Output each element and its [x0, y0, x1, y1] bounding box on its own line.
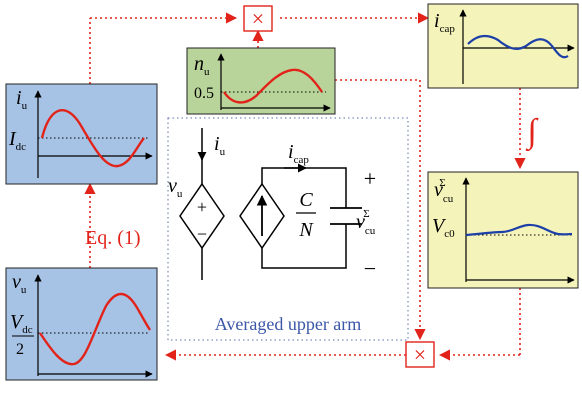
panel-vu-curve: [39, 292, 151, 366]
multiplier-top: ×: [243, 5, 273, 32]
circuit: + − iu vu icap C N vcuΣ + − Averaged upp…: [167, 117, 409, 341]
panel-vcu: vcuΣ Vc0: [427, 171, 579, 289]
panel-iu-curve: [40, 109, 145, 168]
panel-iu-label: iu: [16, 87, 28, 112]
multiplier-bottom-box: [405, 341, 435, 368]
panel-nu-label: nu: [194, 53, 210, 78]
panel-vcu-label: vcuΣ: [434, 177, 454, 205]
panel-icap: icap: [427, 3, 579, 89]
panel-icap-curve: [467, 34, 569, 59]
circuit-caption: Averaged upper arm: [215, 314, 362, 334]
panel-vu: vu Vdc 2: [5, 267, 158, 381]
panel-nu: nu 0.5: [186, 47, 336, 115]
circuit-frame: [167, 117, 409, 341]
multiplier-top-symbol: ×: [252, 6, 264, 31]
circuit-vu-label: vu: [168, 175, 183, 200]
panel-iu-bg: [5, 83, 158, 185]
panel-icap-bg: [427, 3, 579, 89]
output-minus: −: [364, 256, 376, 281]
panel-nu-bg: [186, 47, 336, 115]
vsrc-plus: +: [197, 197, 207, 217]
panel-nu-curve: [223, 68, 323, 104]
cap-denominator: N: [298, 219, 314, 241]
circuit-vcu-label: vcuΣ: [356, 208, 376, 237]
panel-vcu-bg: [427, 171, 579, 289]
wire-loop-bottom: [261, 224, 347, 269]
panel-icap-label: icap: [434, 10, 455, 35]
multiplier-bottom-symbol: ×: [414, 342, 426, 367]
panel-vcu-level-label: Vc0: [432, 215, 455, 240]
integrator-symbol: ∫: [525, 113, 539, 152]
cap-numerator: C: [299, 189, 313, 211]
equation-label: Eq. (1): [85, 227, 141, 249]
panel-vu-bg: [5, 267, 158, 381]
panel-vu-label: vu: [12, 271, 27, 296]
panel-iu-level-label: Idc: [8, 128, 26, 153]
multiplier-top-box: [243, 5, 273, 32]
circuit-icap-label: icap: [288, 141, 309, 166]
signal-lines: [84, 12, 526, 361]
output-plus: +: [364, 166, 376, 191]
panel-vcu-curve: [465, 223, 573, 237]
panel-nu-level-label: 0.5: [194, 85, 214, 102]
multiplier-bottom: ×: [405, 341, 435, 368]
panel-vu-level-label: Vdc: [10, 311, 33, 336]
panel-iu: iu Idc: [5, 83, 158, 185]
panel-vu-level-den: 2: [16, 341, 24, 358]
circuit-iu-label: iu: [214, 133, 226, 158]
vsrc-minus: −: [197, 224, 207, 244]
